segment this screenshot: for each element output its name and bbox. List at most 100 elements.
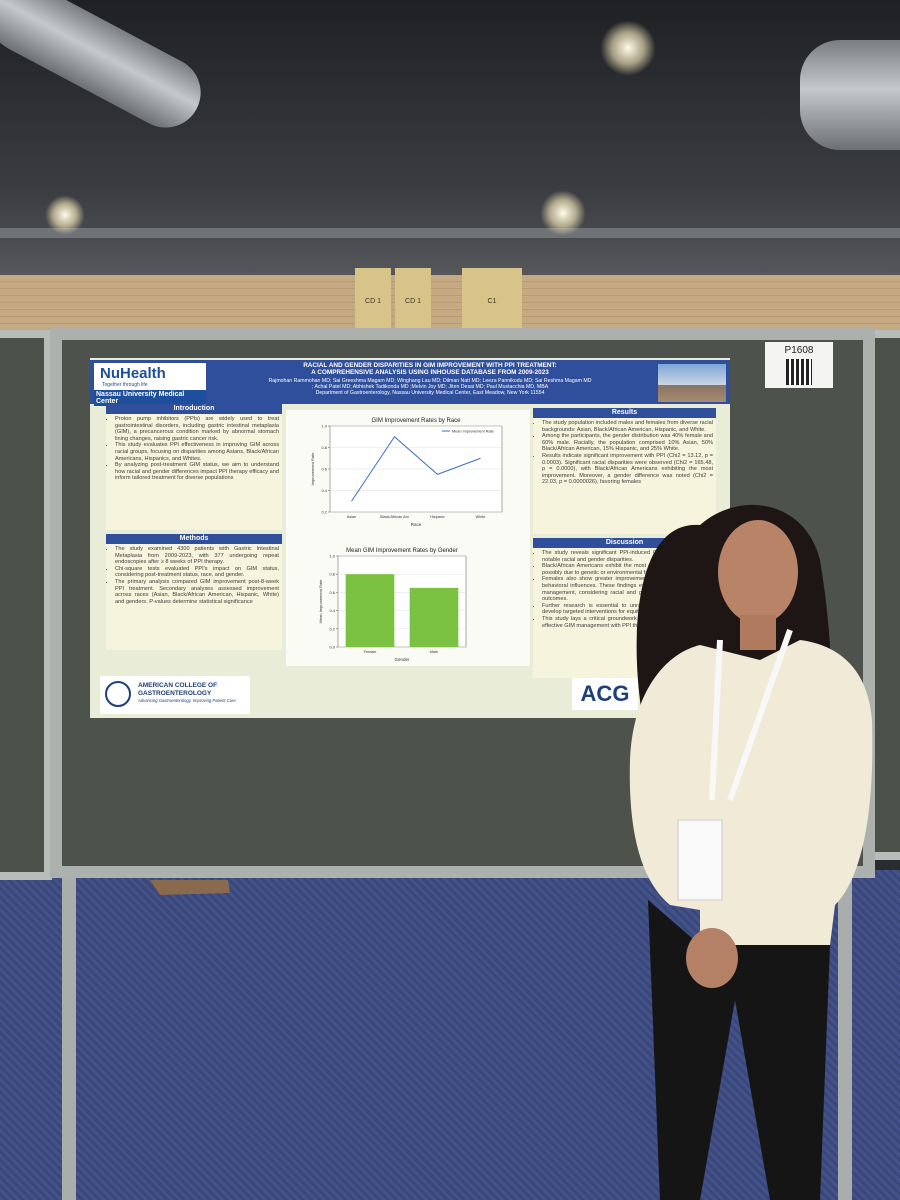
line-chart: GIM Improvement Rates by Race 0.2 0.4 0.6 0.… — [310, 418, 503, 527]
bullet: The study population included males and … — [542, 420, 713, 433]
bar-chart: Mean GIM Improvement Rates by Gender 0.0 0… — [318, 548, 467, 662]
blouse — [629, 640, 873, 945]
bullet-list: The study reveals significant PPI-induce… — [535, 550, 713, 629]
x-tick-label: Black/African Am — [380, 515, 409, 519]
hospital-photo — [658, 364, 726, 402]
bar — [345, 574, 395, 647]
qr-code — [786, 359, 812, 385]
acg-logo: AMERICAN COLLEGE OF GASTROENTEROLOGY Adv… — [100, 676, 250, 714]
x-tick-label: Hispanic — [430, 515, 445, 519]
bullet: The study reveals significant PPI-induce… — [542, 550, 713, 563]
logo-tagline: Together through life — [102, 382, 148, 388]
face — [718, 520, 798, 624]
title-line: RACIAL AND GENDER DISPARITIES IN GIM IMP… — [303, 362, 557, 369]
results: Results The study population included ma… — [533, 408, 716, 534]
acg-name: AMERICAN COLLEGE OF GASTROENTEROLOGY Adv… — [138, 682, 236, 705]
y-tick-label: 0.8 — [329, 572, 335, 577]
bullet: By analyzing post-treatment GIM status, … — [115, 462, 279, 482]
x-axis-label: Gender — [394, 657, 410, 662]
side-board — [0, 330, 52, 880]
neck — [740, 615, 776, 650]
section-heading: Introduction — [106, 404, 282, 414]
pillar-sign: CD 1 — [395, 268, 431, 332]
stand-leg — [838, 870, 852, 1200]
acg-name-line: AMERICAN COLLEGE OF — [138, 682, 218, 689]
board-tag: P1608 — [765, 342, 833, 388]
board-number: P1608 — [784, 345, 814, 356]
poster: NuHealth Together through life Nassau Un… — [90, 358, 730, 718]
acg-badge: ACG — [572, 678, 638, 710]
institution: Nassau University Medical Center — [94, 390, 206, 406]
acg-seal — [105, 681, 131, 707]
y-tick-label: 0.2 — [329, 626, 335, 631]
poster-title: RACIAL AND GENDER DISPARITIES IN GIM IMP… — [210, 362, 650, 396]
pillar-sign: C1 — [462, 268, 522, 332]
x-tick-label: Male — [430, 650, 438, 654]
bullet: Among the participants, the gender distr… — [542, 433, 713, 453]
y-tick-label: 0.4 — [321, 488, 327, 493]
name-badge — [677, 819, 723, 901]
chart-title: GIM Improvement Rates by Race — [371, 418, 461, 424]
y-tick-label: 0.6 — [321, 467, 327, 472]
y-axis-label: Improvement Rate — [310, 452, 315, 486]
x-tick-label: Female — [364, 650, 377, 654]
bullet: Females also show greater improvement, s… — [542, 576, 713, 602]
logo-name: NuHealth — [100, 365, 166, 382]
y-tick-label: 0.8 — [321, 445, 327, 450]
bullet: Results indicate significant improvement… — [542, 453, 713, 486]
y-tick-label: 0.6 — [329, 590, 335, 595]
section-body: The study population included males and … — [533, 418, 716, 534]
title-line: A COMPREHENSIVE ANALYSIS USING INHOUSE D… — [311, 369, 549, 376]
ceiling-light — [540, 190, 586, 236]
y-tick-label: 1.0 — [329, 554, 335, 559]
chart-panel: GIM Improvement Rates by Race 0.2 0.4 0.6 0.… — [286, 410, 530, 666]
y-tick-label: 0.2 — [321, 510, 327, 515]
hands — [686, 928, 738, 988]
bullet: This study evaluates PPI effectiveness i… — [115, 442, 279, 462]
section-heading: Discussion — [533, 538, 716, 548]
ceiling — [0, 0, 900, 275]
section-body: The study examined 4300 patients with Ga… — [106, 544, 282, 650]
acg-tagline: Advancing Gastroenterology, Improving Pa… — [138, 698, 236, 703]
y-axis-label: Mean Improvement Rate — [318, 579, 323, 624]
bullet: The primary analysis compared GIM improv… — [115, 579, 279, 605]
pillar-sign: CD 1 — [355, 268, 391, 332]
section-heading: Results — [533, 408, 716, 418]
logo: NuHealth Together through life Nassau Un… — [94, 363, 206, 406]
bullet-list: Proton pump inhibitors (PPIs) are widely… — [108, 416, 279, 482]
y-tick-label: 0.0 — [329, 645, 335, 650]
bullet: Further research is essential to unravel… — [542, 603, 713, 616]
department: Department of Gastroenterology, Nassau U… — [315, 390, 545, 396]
introduction: Introduction Proton pump inhibitors (PPI… — [106, 404, 282, 530]
x-axis-label: Race — [411, 522, 422, 527]
stand-leg — [62, 878, 76, 1200]
bar — [409, 587, 459, 647]
chart-title: Mean GIM Improvement Rates by Gender — [346, 548, 458, 554]
air-duct — [800, 40, 900, 150]
y-tick-label: 0.4 — [329, 608, 335, 613]
author-line: ; Achal Patel MD; Abhishek Tadikonda MD … — [311, 384, 549, 390]
x-tick-label: Asian — [347, 515, 357, 519]
poster-header: NuHealth Together through life Nassau Un… — [90, 360, 730, 406]
pants — [648, 900, 830, 1200]
bullet: Proton pump inhibitors (PPIs) are widely… — [115, 416, 279, 442]
ceiling-light — [600, 20, 656, 76]
bullet-list: The study examined 4300 patients with Ga… — [108, 546, 279, 605]
methods: Methods The study examined 4300 patients… — [106, 534, 282, 650]
bullet-list: The study population included males and … — [535, 420, 713, 486]
shoe — [150, 880, 230, 895]
truss — [0, 228, 900, 238]
bullet: Black/African Americans exhibit the most… — [542, 563, 713, 576]
bullet: This study lays a critical groundwork fo… — [542, 616, 713, 629]
section-body: Proton pump inhibitors (PPIs) are widely… — [106, 414, 282, 530]
ceiling-light — [45, 195, 85, 235]
acg-name-line: GASTROENTEROLOGY — [138, 689, 212, 697]
brick-wall — [0, 275, 900, 335]
bullet: Chi-square tests evaluated PPI's impact … — [115, 566, 279, 579]
legend-label: Mean Improvement Rate — [452, 430, 494, 434]
section-heading: Methods — [106, 534, 282, 544]
author-line: Rajmohan Rammohan MD; Sai Greeshma Magam… — [268, 378, 592, 384]
lanyard — [709, 629, 793, 801]
